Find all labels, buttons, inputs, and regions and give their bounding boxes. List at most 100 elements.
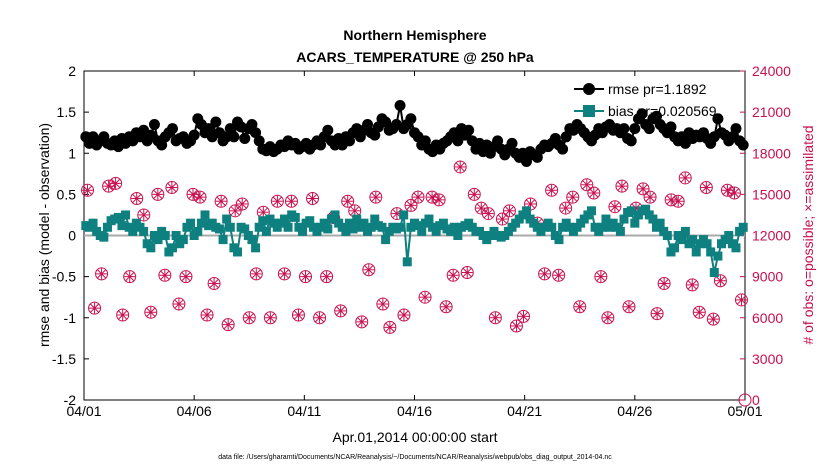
obs-possible-point [727, 186, 741, 200]
bias-point [586, 206, 596, 216]
obs-possible-point [137, 208, 151, 222]
obs-assimilated-point [363, 264, 375, 276]
bias-point [731, 243, 741, 253]
rmse-point [636, 108, 648, 120]
obs-assimilated-point [278, 268, 290, 280]
obs-assimilated-point [264, 312, 276, 324]
obs-assimilated-point [419, 291, 431, 303]
rmse-point [405, 113, 417, 125]
rmse-point [625, 135, 637, 147]
obs-assimilated-point [475, 202, 487, 214]
obs-possible-point [699, 181, 713, 195]
bias-point [738, 222, 748, 232]
rmse-point [253, 135, 265, 147]
rmse-point [712, 113, 724, 125]
bias-point [222, 214, 232, 224]
obs-assimilated-point [342, 195, 354, 207]
bias-point [641, 204, 651, 214]
obs-possible-point [580, 178, 594, 192]
obs-assimilated-point [574, 301, 586, 313]
bias-point [178, 235, 188, 245]
obs-possible-point [692, 305, 706, 319]
obs-possible-point [460, 266, 474, 280]
obs-assimilated-point [588, 187, 600, 199]
obs-possible-point [559, 201, 573, 215]
obs-possible-point [179, 270, 193, 284]
obs-assimilated-point [180, 271, 192, 283]
bias-point [370, 214, 380, 224]
obs-possible-point [81, 183, 95, 197]
obs-possible-point [334, 304, 348, 318]
obs-possible-point [734, 293, 748, 307]
obs-assimilated-point [567, 191, 579, 203]
y-tick-label: -2 [64, 392, 77, 408]
bias-point [670, 243, 680, 253]
obs-assimilated-point [89, 302, 101, 314]
y-tick-label: 0.5 [57, 186, 77, 202]
rmse-point [560, 131, 572, 143]
rmse-point [380, 116, 392, 128]
obs-assimilated-point [679, 172, 691, 184]
obs-assimilated-point [300, 271, 312, 283]
obs-possible-point [102, 179, 116, 193]
rmse-point [651, 110, 663, 122]
obs-assimilated-point [658, 277, 670, 289]
bias-point [521, 206, 531, 216]
obs-assimilated-point [173, 298, 185, 310]
obs-possible-point [355, 315, 369, 329]
obs-possible-point [439, 300, 453, 314]
obs-assimilated-point [686, 279, 698, 291]
bias-point [323, 224, 333, 234]
obs-assimilated-point [651, 308, 663, 320]
obs-assimilated-point [440, 301, 452, 313]
obs-assimilated-point [517, 310, 529, 322]
obs-possible-point [306, 191, 320, 205]
bias-point [153, 235, 163, 245]
y-axis-label: rmse and bias (model - observation) [36, 123, 52, 347]
obs-assimilated-point [581, 179, 593, 191]
obs-assimilated-point [384, 321, 396, 333]
bias-point [691, 247, 701, 257]
rmse-point [520, 155, 532, 167]
obs-assimilated-point [468, 188, 480, 200]
y-right-axis-ticks: 0 3000 6000 9000 12000 15000 18000 21000 24000 [740, 63, 791, 408]
bias-point [167, 243, 177, 253]
obs-possible-point [383, 320, 397, 334]
obs-possible-point [369, 190, 383, 204]
obs-assimilated-point [349, 205, 361, 217]
obs-possible-point [685, 278, 699, 292]
obs-assimilated-point [728, 187, 740, 199]
bias-point [251, 243, 261, 253]
bias-point [597, 222, 607, 232]
obs-assimilated-point [707, 313, 719, 325]
rmse-point [492, 135, 504, 147]
obs-assimilated-point [609, 201, 621, 213]
rmse-point [250, 127, 262, 139]
obs-possible-point [116, 308, 130, 322]
obs-possible-point [207, 276, 221, 290]
rmse-point [362, 118, 374, 130]
x-tick-label: 05/01 [727, 403, 762, 419]
y-axis-ticks: -2 -1.5 -1 -0.5 0 0.5 1 1.5 2 [52, 63, 89, 408]
obs-possible-point [453, 160, 467, 174]
bias-point [381, 235, 391, 245]
rmse-point [463, 124, 475, 136]
rmse-point [315, 139, 327, 151]
x-tick-label: 04/21 [507, 403, 542, 419]
obs-assimilated-point [560, 202, 572, 214]
bias-point [88, 218, 98, 228]
y-tick-label: 2 [68, 63, 76, 79]
bias-point [359, 218, 369, 228]
obs-assimilated-point [398, 309, 410, 321]
obs-assimilated-point [700, 182, 712, 194]
obs-possible-point [299, 270, 313, 284]
rmse-point [188, 129, 200, 141]
chart-subtitle: ACARS_TEMPERATURE @ 250 hPa [296, 49, 534, 65]
obs-possible-point [362, 263, 376, 277]
rmse-point [506, 137, 518, 149]
obs-assimilated-point [447, 269, 459, 281]
bias-point [449, 222, 459, 232]
obs-assimilated-point [145, 306, 157, 318]
obs-possible-point [657, 276, 671, 290]
